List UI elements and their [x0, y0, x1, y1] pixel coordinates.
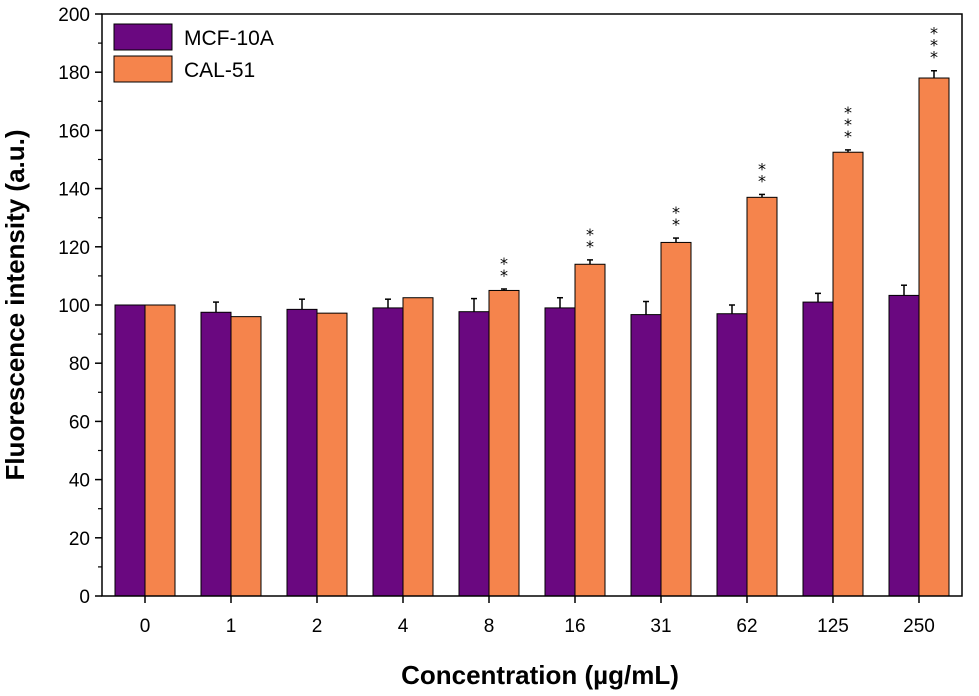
bar-mcf10a-2: [286, 308, 318, 597]
bar-mcf10a-250: [888, 294, 920, 597]
x-tick-label-2: 2: [312, 616, 323, 637]
bar-mcf10a-0: [114, 304, 146, 597]
bar-cal51-62: [746, 196, 778, 597]
y-tick-label-80: 80: [69, 354, 90, 375]
x-tick-label-8: 8: [484, 616, 495, 637]
y-axis-title: Fluorescence intensity (a.u.): [0, 129, 30, 480]
bar-cal51-125: [832, 151, 864, 597]
x-tick-label-62: 62: [736, 616, 757, 637]
x-tick-label-250: 250: [903, 616, 935, 637]
bar-mcf10a-62: [716, 313, 748, 597]
legend-label-mcf10a: MCF-10A: [184, 27, 274, 50]
x-tick-label-0: 0: [140, 616, 151, 637]
y-tick-label-40: 40: [69, 471, 90, 492]
axes-layer: 0 1 2 4 8 16 31 62 125 250 0 20 40 60 80 100 120 140 160 18…: [58, 5, 963, 637]
bars-layer: [114, 77, 950, 597]
bar-cal51-8: [488, 289, 520, 597]
bar-cal51-0: [144, 304, 176, 597]
bar-cal51-16: [574, 263, 606, 597]
bar-cal51-2: [316, 312, 348, 597]
y-tick-label-20: 20: [69, 529, 90, 550]
significance-layer: * ** ** ** ** * ** * *: [500, 24, 938, 285]
significance-marker-125: * * *: [844, 103, 852, 146]
y-tick-label-180: 180: [58, 63, 90, 84]
bar-cal51-4: [402, 297, 434, 597]
y-tick-label-200: 200: [58, 5, 90, 26]
bar-mcf10a-4: [372, 307, 404, 597]
x-tick-label-16: 16: [564, 616, 585, 637]
y-tick-label-0: 0: [79, 587, 90, 608]
y-tick-label-140: 140: [58, 180, 90, 201]
significance-marker-250: * * *: [930, 24, 938, 67]
y-tick-label-160: 160: [58, 121, 90, 142]
bar-mcf10a-1: [200, 311, 232, 597]
legend: MCF-10A CAL-51: [113, 23, 274, 83]
bar-mcf10a-16: [544, 307, 576, 597]
significance-marker-8: * *: [500, 254, 508, 285]
x-tick-label-4: 4: [398, 616, 409, 637]
x-tick-label-31: 31: [650, 616, 671, 637]
y-tick-label-60: 60: [69, 412, 90, 433]
significance-marker-16: * *: [586, 225, 594, 256]
legend-label-cal51: CAL-51: [184, 59, 255, 82]
bar-mcf10a-8: [458, 311, 490, 597]
legend-swatch-mcf10a: [113, 23, 173, 51]
bar-cal51-31: [660, 241, 692, 597]
bar-cal51-250: [918, 77, 950, 597]
y-tick-label-120: 120: [58, 238, 90, 259]
x-axis-title: Concentration (µg/mL): [401, 660, 679, 690]
y-tick-label-100: 100: [58, 296, 90, 317]
x-tick-label-125: 125: [817, 616, 849, 637]
error-bars-layer: [213, 69, 937, 315]
bar-mcf10a-31: [630, 314, 662, 597]
significance-marker-62: * *: [758, 159, 766, 190]
legend-swatch-cal51: [113, 55, 173, 83]
x-tick-label-1: 1: [226, 616, 237, 637]
bar-mcf10a-125: [802, 301, 834, 597]
bar-cal51-1: [230, 316, 262, 597]
significance-marker-31: * *: [672, 203, 680, 234]
